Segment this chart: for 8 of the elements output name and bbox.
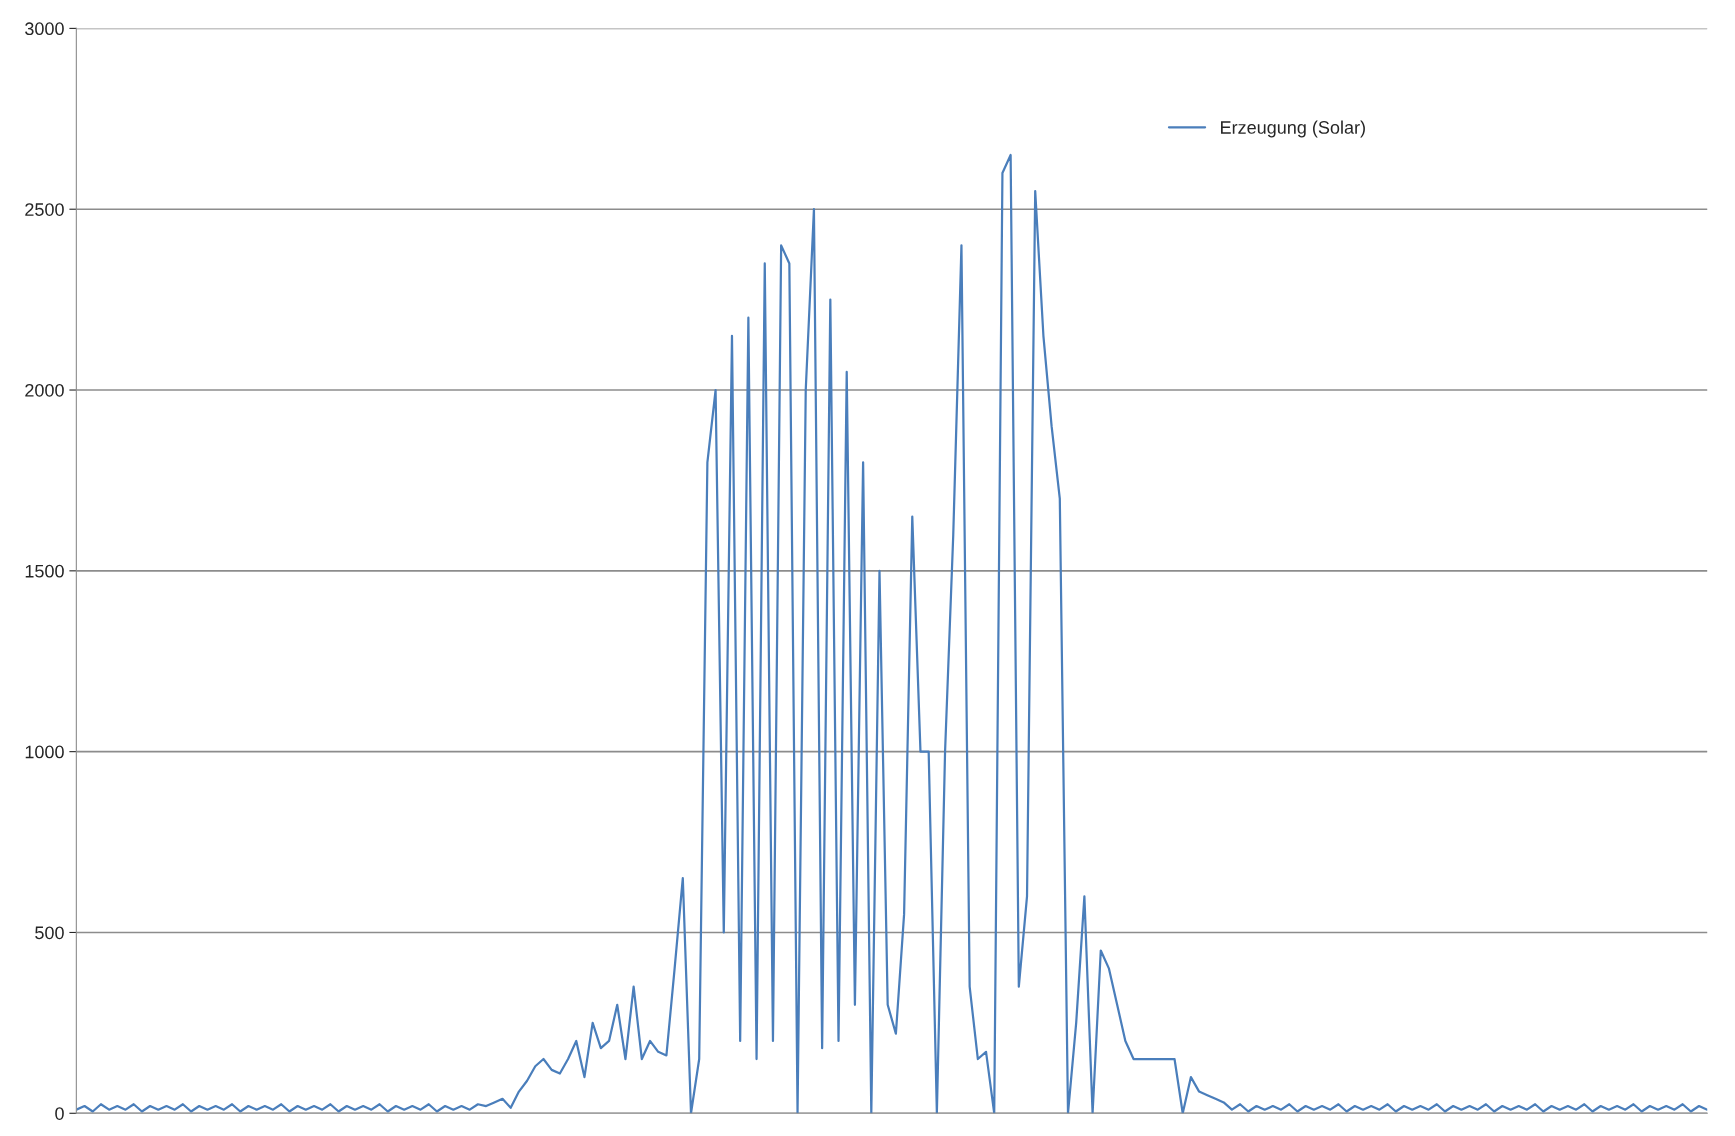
y-tick-label: 1500 [25,564,64,578]
y-tick-label: 500 [35,926,64,940]
legend-label: Erzeugung (Solar) [1221,120,1365,138]
y-tick-label: 1000 [25,745,64,759]
y-tick-label: 2000 [25,383,64,397]
y-tick-label: 2500 [25,203,64,216]
y-tick-label: 0 [55,1107,64,1120]
y-tick-label: 3000 [25,22,64,36]
